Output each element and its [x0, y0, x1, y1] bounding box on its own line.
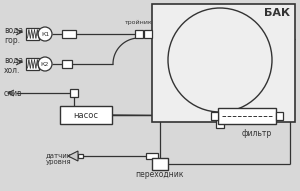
Text: вода
хол.: вода хол.	[4, 56, 23, 75]
Text: вода
гор.: вода гор.	[4, 26, 23, 45]
Text: фильтр: фильтр	[242, 129, 272, 138]
Text: датчик
уровня: датчик уровня	[46, 152, 72, 165]
Bar	[26, 58, 39, 70]
Bar	[60, 106, 112, 124]
Text: переходник: переходник	[136, 170, 184, 179]
Bar	[62, 60, 72, 68]
Polygon shape	[68, 151, 78, 161]
Bar	[211, 112, 218, 120]
Text: насос: насос	[74, 111, 98, 120]
Text: К2: К2	[41, 62, 49, 66]
Bar	[78, 154, 83, 158]
Bar	[146, 153, 158, 159]
Bar	[70, 89, 78, 97]
Text: БАК: БАК	[264, 8, 290, 18]
Bar	[152, 158, 168, 170]
Circle shape	[38, 27, 52, 41]
Bar	[216, 120, 224, 128]
Bar	[218, 108, 276, 124]
Bar	[276, 112, 283, 120]
Bar	[152, 4, 295, 122]
Text: слив: слив	[4, 89, 22, 98]
Circle shape	[168, 8, 272, 112]
Bar	[135, 30, 143, 38]
Text: К1: К1	[41, 32, 49, 36]
Circle shape	[38, 57, 52, 71]
Bar	[26, 28, 39, 40]
Text: тройник: тройник	[125, 20, 153, 25]
Bar	[144, 30, 152, 38]
Bar	[62, 30, 76, 38]
